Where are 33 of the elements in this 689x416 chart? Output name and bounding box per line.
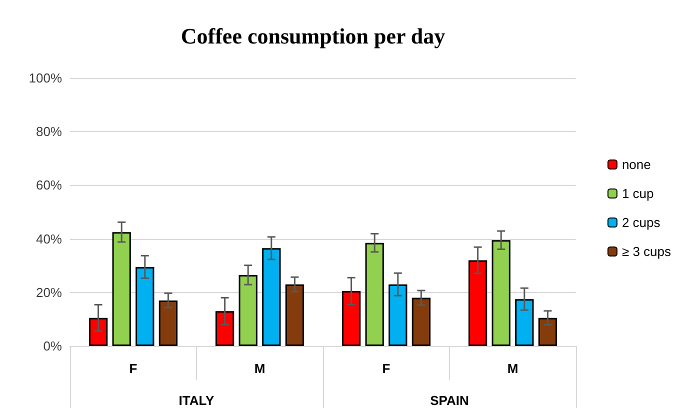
x-tick-label: M	[254, 361, 266, 376]
y-tick-label: 60%	[36, 178, 62, 193]
bar	[158, 300, 178, 346]
x-tick-label: F	[382, 361, 390, 376]
bar	[412, 298, 431, 346]
legend-label: ≥ 3 cups	[622, 244, 672, 259]
x-tick-label: F	[129, 361, 138, 376]
x-tick-label: M	[507, 361, 518, 376]
chart-title: Coffee consumption per day	[180, 24, 446, 48]
y-tick-label: 40%	[36, 231, 62, 246]
bar	[365, 242, 384, 346]
y-tick-label: 20%	[36, 284, 62, 300]
text: SPAIN	[430, 393, 469, 408]
bar	[342, 291, 361, 346]
bar	[238, 274, 258, 346]
bar	[112, 232, 131, 346]
y-tick-label: 100%	[28, 70, 62, 86]
bar	[538, 318, 558, 346]
bar	[136, 266, 154, 346]
legend-label: none	[622, 157, 651, 172]
y-tick-label: 0%	[43, 338, 62, 354]
y-tick-label: 80%	[36, 124, 62, 140]
bar	[388, 284, 408, 346]
bar	[492, 240, 510, 346]
text: ITALY	[178, 393, 215, 408]
bar	[88, 318, 108, 346]
bar	[468, 260, 488, 346]
legend-label: 2 cups	[622, 215, 661, 230]
bar	[285, 284, 304, 346]
bar	[515, 299, 534, 346]
legend-label: 1 cup	[622, 186, 654, 201]
bar	[262, 248, 281, 346]
bar	[215, 311, 234, 346]
